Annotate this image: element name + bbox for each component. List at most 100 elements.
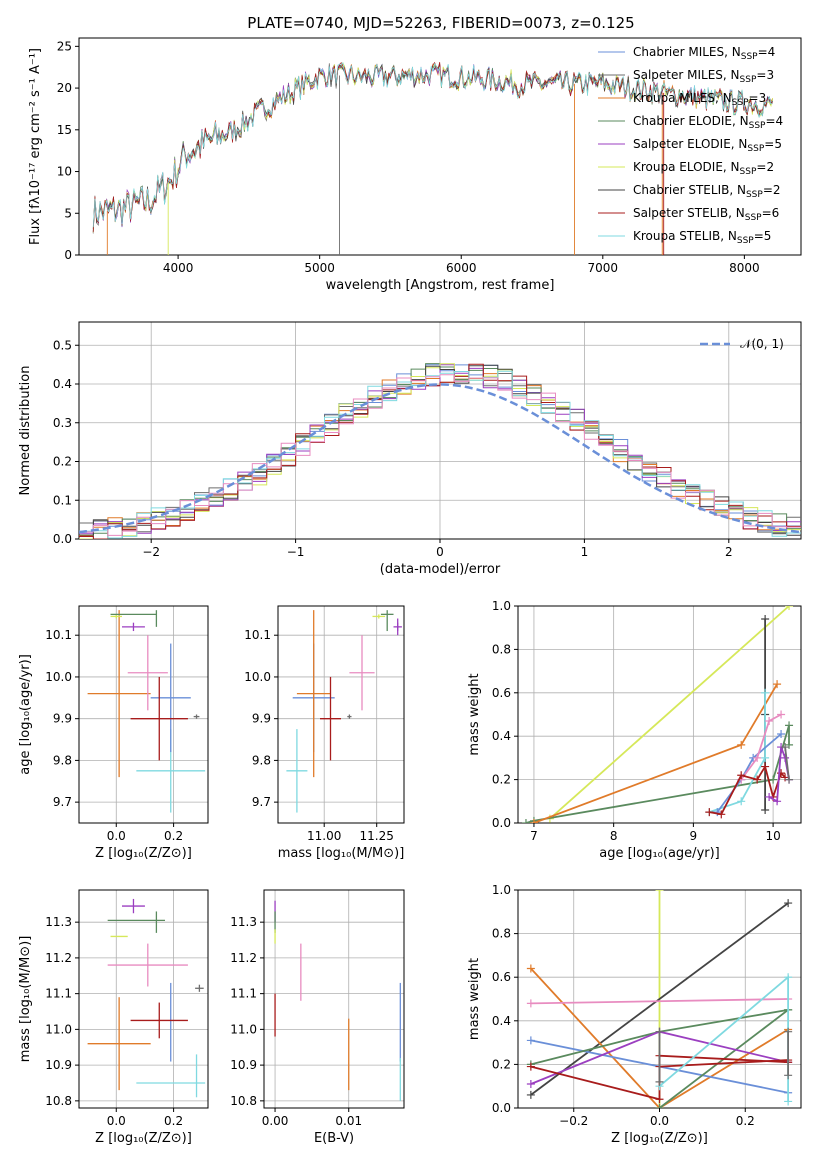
age_vs_mass-axes: 11.00 11.25 9.7 9.8 9.9 10.0 10.1 mass [log₁₀(M… [244, 605, 405, 861]
weight-marker [717, 810, 726, 819]
histogram-salpeter-stelib [79, 363, 801, 539]
y-tick-label: 9.7 [53, 795, 72, 809]
x-tick-label: 0.0 [107, 1114, 126, 1128]
x-tick-label: −1 [287, 545, 305, 559]
y-tick-label: 0.6 [492, 970, 511, 984]
weight-marker [784, 899, 793, 908]
y-tick-label: 0.2 [492, 1057, 511, 1071]
y-axis-label: mass weight [467, 673, 482, 755]
weight-marker [753, 775, 762, 784]
y-tick-label: 0.8 [492, 927, 511, 941]
age_vs_Z-axes: 0.0 0.2 9.7 9.8 9.9 10.0 10.1 Z [log₁₀(Z/Z⊙)] ag… [18, 605, 209, 861]
plot-frame [78, 37, 802, 256]
x-tick-label: 5000 [304, 261, 335, 275]
y-tick-label: 0.2 [492, 773, 511, 787]
weight-line [530, 902, 789, 1096]
y-tick-label: 10.9 [45, 1058, 72, 1072]
x-axis-label: Z [log₁₀(Z/Z⊙)] [95, 846, 192, 861]
mass_vs_Z-points [87, 898, 206, 1098]
legend-entry: Salpeter ELODIE, NSSP=5 [633, 137, 782, 154]
weight-marker [785, 775, 794, 784]
x-tick-label: −2 [142, 545, 160, 559]
x-axis-label: mass [log₁₀(M/M⊙)] [278, 846, 405, 861]
x-axis-label: Z [log₁₀(Z/Z⊙)] [611, 1131, 708, 1146]
mass_vs_ebv-axes: 0.00 0.01 10.8 10.9 11.0 11.1 11.2 11.3 E(B-V) [230, 889, 405, 1146]
weight-line [530, 967, 789, 1108]
weight-marker [761, 805, 770, 814]
plot-frame [78, 605, 209, 824]
x-tick-label: 6000 [446, 261, 477, 275]
weight-marker [785, 740, 794, 749]
y-tick-label: 0.1 [53, 493, 72, 507]
y-tick-label: 0.4 [492, 1014, 511, 1028]
weight-marker [773, 680, 782, 689]
weight-marker [769, 775, 778, 784]
spectrum-lines [92, 61, 774, 255]
x-tick-label: 10 [765, 829, 780, 843]
weight-marker [765, 717, 774, 726]
spectrum-legend: Chabrier MILES, NSSP=4 Salpeter MILES, NS… [598, 45, 783, 246]
weight-marker [781, 753, 790, 762]
weight-marker [705, 808, 714, 817]
legend-entry: 𝒩(0, 1) [740, 337, 784, 351]
y-axis-label: Normed distribution [18, 366, 33, 496]
y-tick-label: 0.3 [53, 416, 72, 430]
weight-marker [785, 721, 794, 730]
weight-marker [526, 1080, 535, 1089]
plot-frame [78, 889, 209, 1109]
y-axis-label: mass weight [467, 958, 482, 1040]
mass_vs_Z-axes: 0.0 0.2 10.8 10.9 11.0 11.1 11.2 11.3 Z [log₁₀(Z… [18, 889, 209, 1146]
y-tick-label: 0.4 [492, 729, 511, 743]
x-tick-label: 0.2 [736, 1114, 755, 1128]
weight-line [659, 1059, 789, 1068]
x-tick-label: 8 [610, 829, 618, 843]
weight-marker [526, 964, 535, 973]
spectrum-axes: 4000 5000 6000 7000 8000 0 5 10 15 20 25 wavelength… [28, 37, 802, 293]
weight-marker [761, 762, 770, 771]
x-tick-label: 7000 [588, 261, 619, 275]
weight-marker [781, 743, 790, 752]
y-tick-label: 11.1 [45, 987, 72, 1001]
weight-marker [526, 999, 535, 1008]
chart-layer: 4000 5000 6000 7000 80000510152025wavelength… [18, 37, 802, 1146]
weight-marker [526, 1062, 535, 1071]
y-tick-label: 5 [64, 206, 72, 220]
y-tick-label: 0.0 [53, 532, 72, 546]
y-tick-label: 10.8 [45, 1094, 72, 1108]
x-tick-label: 7 [530, 829, 538, 843]
x-tick-label: 4000 [163, 261, 194, 275]
y-tick-label: 0.8 [492, 642, 511, 656]
spectrum-title: PLATE=0740, MJD=52263, FIBERID=0073, z=0… [247, 14, 634, 32]
y-tick-label: 9.9 [53, 712, 72, 726]
weight-line [658, 975, 789, 1102]
legend-entry: Chabrier ELODIE, NSSP=4 [633, 114, 783, 131]
y-tick-label: 0 [64, 248, 72, 262]
spectrum-line-kroupa-stelib [92, 62, 773, 228]
weight-line [525, 725, 790, 823]
y-tick-label: 9.8 [252, 753, 271, 767]
weight-marker [753, 753, 762, 762]
x-tick-label: 11.00 [307, 829, 341, 843]
x-tick-label: 0.00 [262, 1114, 289, 1128]
y-tick-label: 11.3 [45, 915, 72, 929]
x-tick-label: 1 [581, 545, 589, 559]
weight_vs_Z-lines [526, 890, 793, 1108]
plot-frame [517, 605, 802, 824]
plot-frame [277, 605, 405, 824]
x-tick-label: 0.2 [164, 1114, 183, 1128]
y-tick-label: 1.0 [492, 599, 511, 613]
legend-entry: Chabrier MILES, NSSP=4 [633, 45, 775, 62]
weight-line [716, 733, 782, 813]
x-tick-label: 0.0 [107, 829, 126, 843]
y-tick-label: 10.8 [230, 1094, 257, 1108]
y-axis-label: age [log₁₀(age/yr)] [18, 654, 33, 775]
y-tick-label: 0.0 [492, 1101, 511, 1115]
y-tick-label: 11.2 [45, 951, 72, 965]
weight-line [709, 692, 766, 813]
weight-marker [777, 710, 786, 719]
y-tick-label: 10.0 [244, 670, 271, 684]
y-tick-label: 9.7 [252, 795, 271, 809]
x-tick-label: 11.25 [360, 829, 394, 843]
weight-marker [655, 890, 664, 894]
